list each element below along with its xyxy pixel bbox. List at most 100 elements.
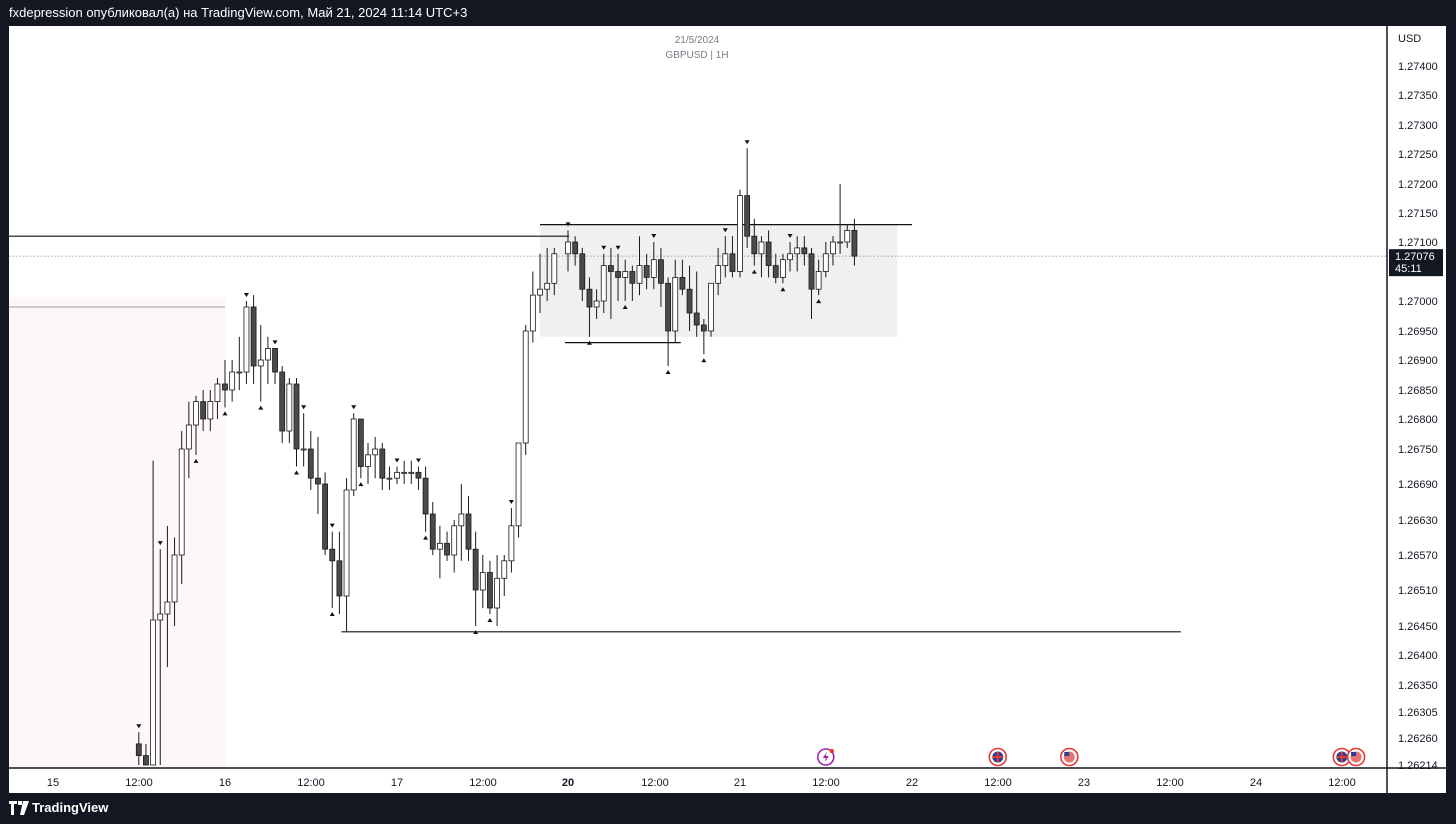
candle-body[interactable]: [822, 253, 829, 272]
candle-body[interactable]: [544, 282, 551, 290]
candle-body[interactable]: [479, 572, 486, 591]
candle-body[interactable]: [293, 383, 300, 450]
candle-body[interactable]: [494, 577, 501, 609]
candle-body[interactable]: [851, 229, 858, 257]
candle-body[interactable]: [236, 371, 243, 374]
candle-body[interactable]: [415, 471, 422, 479]
candle-body[interactable]: [579, 253, 586, 290]
candle-body[interactable]: [401, 471, 408, 474]
candle-body[interactable]: [315, 477, 321, 485]
candle-body[interactable]: [772, 265, 779, 278]
candle-body[interactable]: [565, 241, 571, 255]
candle-body[interactable]: [600, 265, 607, 302]
candle-body[interactable]: [436, 542, 443, 550]
candle-body[interactable]: [693, 312, 700, 326]
candle-body[interactable]: [679, 276, 686, 290]
candle-body[interactable]: [357, 418, 364, 467]
candle-body[interactable]: [458, 513, 465, 527]
candle-body[interactable]: [729, 253, 736, 272]
chart-panel[interactable]: 21/5/2024 GBPUSD | 1H USD 1.27400 1.27350 1.2…: [9, 26, 1446, 793]
candle-body[interactable]: [222, 383, 228, 391]
candle-body[interactable]: [715, 265, 722, 284]
candle-body[interactable]: [250, 306, 257, 367]
candle-body[interactable]: [636, 265, 643, 284]
candle-body[interactable]: [672, 276, 679, 332]
candle-body[interactable]: [572, 241, 579, 255]
candle-body[interactable]: [808, 253, 815, 290]
candle-body[interactable]: [386, 477, 393, 480]
candle-body[interactable]: [171, 554, 178, 603]
candle-body[interactable]: [593, 300, 600, 308]
candle-body[interactable]: [422, 477, 429, 515]
candle-body[interactable]: [200, 401, 207, 420]
candle-body[interactable]: [472, 548, 479, 591]
candle-body[interactable]: [193, 401, 199, 426]
candle-body[interactable]: [758, 241, 765, 255]
candle-body[interactable]: [214, 383, 221, 403]
candle-body[interactable]: [257, 359, 264, 367]
candle-body[interactable]: [501, 560, 508, 579]
candle-body[interactable]: [150, 619, 157, 766]
candle-body[interactable]: [350, 418, 357, 491]
candle-body[interactable]: [787, 253, 793, 261]
candle-body[interactable]: [650, 259, 657, 278]
candle-body[interactable]: [465, 513, 472, 550]
candle-body[interactable]: [529, 294, 536, 332]
candle-body[interactable]: [537, 288, 543, 296]
candle-body[interactable]: [837, 241, 843, 244]
candle-body[interactable]: [586, 288, 593, 308]
candle-body[interactable]: [394, 471, 400, 479]
candle-body[interactable]: [643, 265, 650, 278]
candle-body[interactable]: [622, 271, 629, 278]
candle-body[interactable]: [629, 271, 636, 284]
candle-body[interactable]: [300, 448, 307, 451]
candle-body[interactable]: [487, 572, 493, 609]
candle-body[interactable]: [765, 241, 772, 267]
candle-body[interactable]: [243, 306, 250, 373]
candle-body[interactable]: [665, 282, 671, 332]
candle-body[interactable]: [429, 513, 436, 550]
candle-body[interactable]: [700, 324, 707, 332]
candle-body[interactable]: [801, 247, 808, 255]
candle-body[interactable]: [207, 401, 214, 420]
candle-body[interactable]: [135, 743, 142, 757]
candle-body[interactable]: [286, 383, 293, 432]
candle-body[interactable]: [379, 448, 386, 479]
candle-body[interactable]: [744, 195, 751, 237]
candle-body[interactable]: [143, 755, 149, 766]
candle-body[interactable]: [551, 253, 558, 284]
candle-body[interactable]: [794, 247, 801, 255]
candle-body[interactable]: [279, 371, 286, 432]
candle-body[interactable]: [608, 265, 614, 272]
candle-body[interactable]: [307, 448, 314, 479]
candle-body[interactable]: [444, 542, 450, 556]
candle-body[interactable]: [264, 347, 271, 361]
candle-body[interactable]: [164, 601, 171, 615]
candle-body[interactable]: [451, 525, 458, 556]
candle-body[interactable]: [722, 253, 729, 267]
candle-body[interactable]: [844, 229, 851, 243]
candlestick-chart[interactable]: 21/5/2024 GBPUSD | 1H USD 1.27400 1.27350 1.2…: [9, 26, 1446, 793]
candle-body[interactable]: [336, 560, 343, 597]
candle-body[interactable]: [515, 442, 522, 527]
candle-body[interactable]: [372, 448, 379, 456]
candle-body[interactable]: [365, 454, 371, 467]
candle-body[interactable]: [708, 282, 714, 332]
candle-body[interactable]: [815, 271, 822, 290]
candle-body[interactable]: [343, 489, 350, 597]
candle-body[interactable]: [658, 259, 664, 284]
candle-body[interactable]: [322, 483, 329, 550]
candle-body[interactable]: [178, 448, 185, 556]
candle-body[interactable]: [185, 424, 192, 450]
candle-body[interactable]: [830, 241, 836, 255]
candle-body[interactable]: [229, 371, 236, 391]
candle-body[interactable]: [737, 195, 743, 272]
candle-body[interactable]: [780, 259, 786, 278]
candle-body[interactable]: [508, 525, 515, 562]
candle-body[interactable]: [272, 347, 278, 373]
candle-body[interactable]: [157, 613, 164, 621]
candle-body[interactable]: [329, 548, 336, 562]
candle-body[interactable]: [615, 271, 621, 278]
candle-body[interactable]: [751, 235, 758, 255]
candle-body[interactable]: [522, 330, 529, 444]
